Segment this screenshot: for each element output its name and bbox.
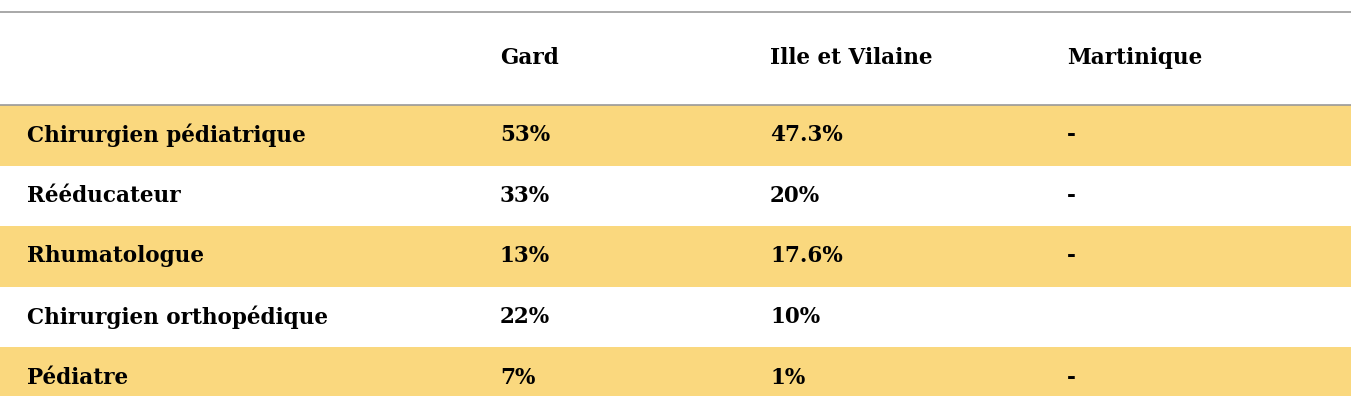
Text: Chirurgien pédiatrique: Chirurgien pédiatrique [27, 124, 305, 147]
Text: Martinique: Martinique [1067, 48, 1202, 69]
Bar [0, 166, 1351, 226]
Text: Pédiatre: Pédiatre [27, 367, 128, 388]
Text: 47.3%: 47.3% [770, 124, 843, 146]
Bar [0, 287, 1351, 347]
Text: -: - [1067, 246, 1077, 267]
Bar [0, 12, 1351, 105]
Text: 10%: 10% [770, 306, 820, 328]
Text: 7%: 7% [500, 367, 535, 388]
Text: 33%: 33% [500, 185, 550, 207]
Bar [0, 347, 1351, 396]
Text: Rhumatologue: Rhumatologue [27, 246, 204, 267]
Text: 17.6%: 17.6% [770, 246, 843, 267]
Text: 13%: 13% [500, 246, 550, 267]
Text: Gard: Gard [500, 48, 558, 69]
Text: 1%: 1% [770, 367, 805, 388]
Text: 20%: 20% [770, 185, 820, 207]
Text: 22%: 22% [500, 306, 550, 328]
Text: -: - [1067, 124, 1077, 146]
Bar [0, 105, 1351, 166]
Text: -: - [1067, 367, 1077, 388]
Text: 53%: 53% [500, 124, 550, 146]
Text: Rééducateur: Rééducateur [27, 185, 181, 207]
Text: Chirurgien orthopédique: Chirurgien orthopédique [27, 305, 328, 329]
Bar [0, 226, 1351, 287]
Text: Ille et Vilaine: Ille et Vilaine [770, 48, 932, 69]
Text: -: - [1067, 185, 1077, 207]
